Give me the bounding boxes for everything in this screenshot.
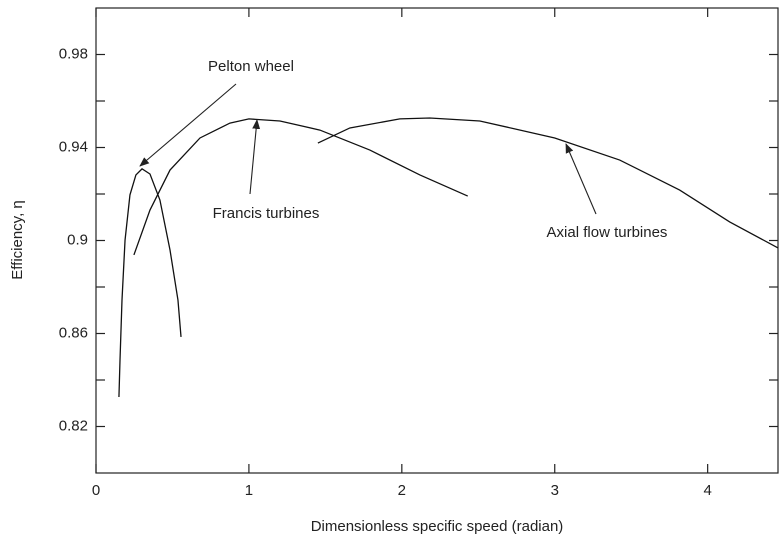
y-tick-label: 0.98: [59, 45, 88, 62]
y-tick-label: 0.9: [67, 231, 88, 248]
y-axis-label: Efficiency, η: [9, 200, 26, 279]
y-tick-label: 0.86: [59, 324, 88, 341]
label-arrow: [139, 83, 237, 167]
curve: [317, 117, 779, 249]
plot-frame: [95, 7, 779, 474]
curve: [118, 168, 182, 397]
curve-label: Francis turbines: [213, 205, 320, 222]
label-arrow: [565, 143, 597, 215]
label-arrow: [249, 119, 261, 195]
x-tick-label: 2: [398, 482, 406, 499]
y-tick-label: 0.94: [59, 138, 88, 155]
x-axis-label: Dimensionless specific speed (radian): [311, 518, 564, 535]
curve: [133, 118, 469, 256]
x-tick-label: 0: [92, 482, 100, 499]
curve-label: Axial flow turbines: [547, 224, 668, 241]
curve-label: Pelton wheel: [208, 58, 294, 75]
y-tick-label: 0.82: [59, 417, 88, 434]
x-tick-label: 4: [703, 482, 711, 499]
x-tick-label: 3: [551, 482, 559, 499]
x-tick-label: 1: [245, 482, 253, 499]
